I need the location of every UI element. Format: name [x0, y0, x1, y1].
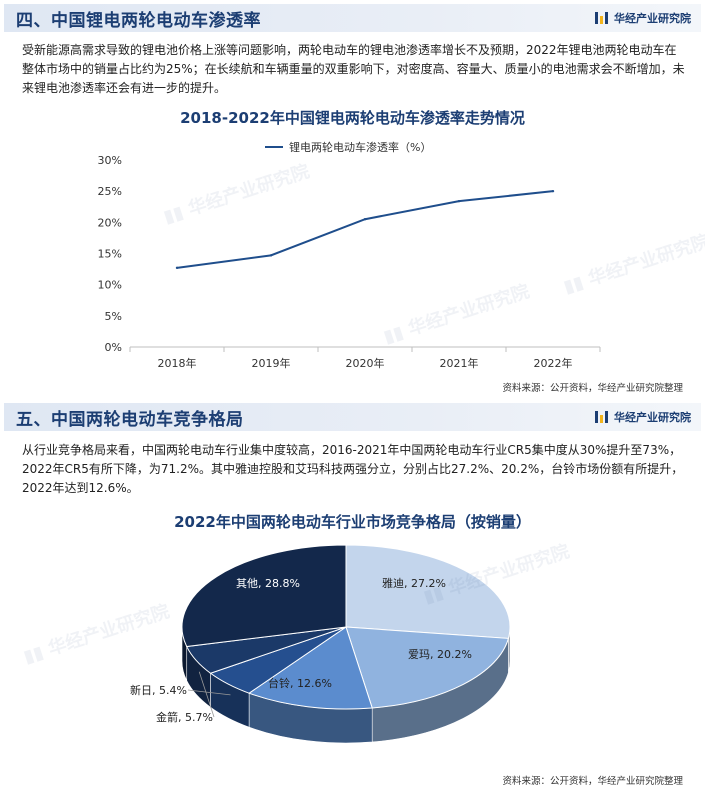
pie-slice [181, 544, 347, 648]
y-tick-label: 5% [105, 310, 122, 323]
legend-label: 锂电两轮电动车渗透率（%） [289, 140, 431, 154]
line-legend: 锂电两轮电动车渗透率（%） [265, 140, 431, 154]
brand-name: 华经产业研究院 [614, 12, 691, 25]
data-point [363, 218, 367, 221]
pie-leader-line [187, 689, 231, 696]
data-point [457, 199, 461, 203]
brand-logo: 华经产业研究院 [595, 10, 691, 26]
x-tick-label: 2021年 [440, 356, 479, 370]
pie-label: 雅迪, 27.2% [382, 576, 446, 590]
pie-label: 金箭, 5.7% [156, 710, 213, 724]
pie-slice [248, 626, 373, 710]
pie-slice [345, 626, 510, 709]
brand-logo: 华经产业研究院 [595, 409, 691, 425]
section4-source: 资料来源：公开资料，华经产业研究院整理 [502, 383, 683, 394]
brand-logo-icon [595, 411, 608, 423]
section4-header: 四、中国锂电两轮电动车渗透率 华经产业研究院 [4, 4, 701, 32]
section5-paragraph: 从行业竞争格局来看，中国两轮电动车行业集中度较高，2016-2021年中国两轮电… [22, 443, 684, 495]
pie-slice [345, 544, 511, 639]
pie-label: 新日, 5.4% [130, 683, 187, 697]
pie-label: 其他, 28.8% [236, 577, 300, 590]
pie-chart: 雅迪, 27.2% 爱玛, 20.2% 台铃, 12.6% 新日, 5.4% 金箭, 5… [130, 544, 511, 744]
brand-name: 华经产业研究院 [614, 411, 691, 424]
section4-paragraph: 受新能源高需求导致的锂电池价格上涨等问题影响，两轮电动车的锂电池渗透率增长不及预… [22, 43, 685, 95]
x-tick-label: 2020年 [346, 356, 385, 370]
pie-label: 台铃, 12.6% [268, 676, 332, 690]
line-chart-title: 2018-2022年中国锂电两轮电动车渗透率走势情况 [180, 109, 525, 127]
y-tick-label: 25% [98, 185, 122, 198]
pie-label: 爱玛, 20.2% [408, 648, 472, 661]
line-chart: 锂电两轮电动车渗透率（%） 0% 5% 10% 15% 20% 25% 30% 2018年 201… [98, 140, 601, 370]
section5-title: 五、中国两轮电动车竞争格局 [16, 409, 244, 430]
section5-header: 五、中国两轮电动车竞争格局 华经产业研究院 [4, 403, 701, 431]
y-tick-label: 0% [105, 341, 122, 354]
y-tick-label: 30% [98, 154, 122, 167]
section5-source: 资料来源：公开资料，华经产业研究院整理 [502, 776, 683, 787]
x-tick-label: 2019年 [252, 356, 291, 370]
y-tick-label: 15% [98, 248, 122, 261]
brand-logo-icon [595, 12, 608, 24]
pie-top [181, 544, 511, 710]
data-point [269, 254, 273, 257]
x-tick-label: 2018年 [158, 356, 197, 370]
pie-chart-title: 2022年中国两轮电动车行业市场竞争格局（按销量） [174, 513, 531, 531]
data-point [551, 189, 555, 193]
series-line [176, 190, 554, 269]
y-tick-label: 10% [98, 279, 122, 292]
pie-leader-line [198, 671, 215, 718]
y-tick-label: 20% [98, 216, 122, 229]
data-point [175, 266, 179, 270]
x-tick-label: 2022年 [534, 356, 573, 370]
section4-title: 四、中国锂电两轮电动车渗透率 [16, 10, 261, 31]
